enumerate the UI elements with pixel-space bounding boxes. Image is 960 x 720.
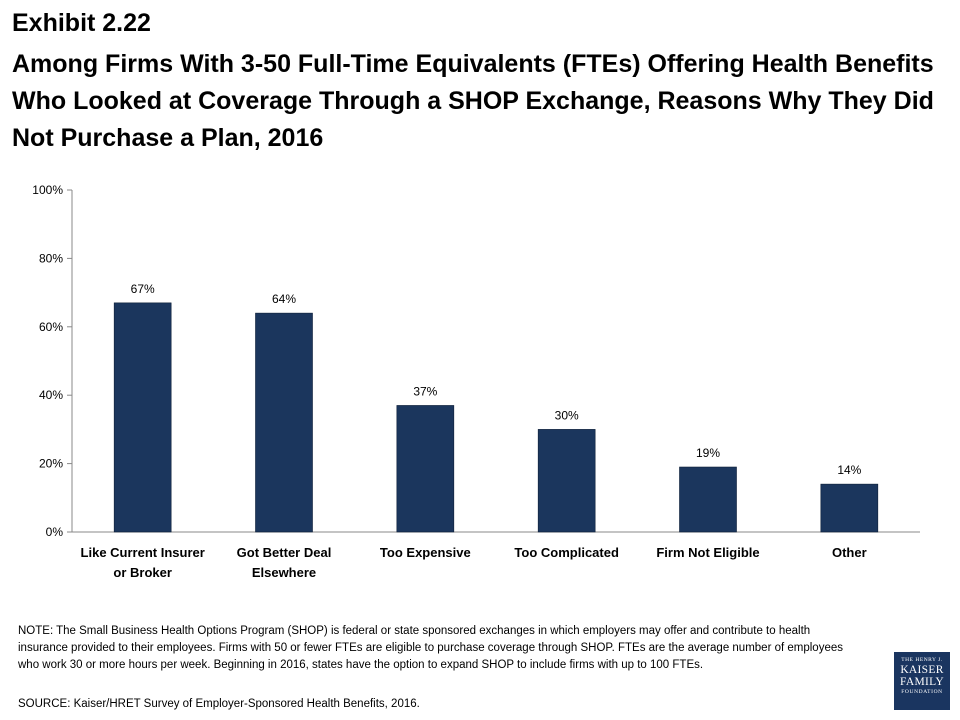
- exhibit-number: Exhibit 2.22: [12, 9, 151, 37]
- category-label: Firm Not Eligible: [656, 545, 759, 560]
- category-label: or Broker: [113, 565, 172, 580]
- data-label: 19%: [696, 446, 720, 460]
- logo-line-2: KAISER: [900, 664, 944, 676]
- category-label: Other: [832, 545, 867, 560]
- bar-chart: 0% 20% 40% 60% 80% 100% 67% Like Current Insure…: [32, 183, 920, 580]
- data-label: 30%: [555, 408, 579, 422]
- category-label: Elsewhere: [252, 565, 316, 580]
- category-label: Too Expensive: [380, 545, 471, 560]
- kff-logo: THE HENRY J. KAISER FAMILY FOUNDATION: [894, 652, 950, 710]
- y-tick-label: 20%: [39, 457, 63, 471]
- category-label: Like Current Insurer: [81, 545, 205, 560]
- bar: [396, 405, 455, 533]
- category-label: Got Better Deal: [237, 545, 332, 560]
- data-label: 14%: [837, 463, 861, 477]
- chart-title: Among Firms With 3-50 Full-Time Equivale…: [12, 50, 934, 152]
- category-label: Too Complicated: [514, 545, 619, 560]
- note-text: NOTE: The Small Business Health Options …: [18, 625, 843, 671]
- bar: [679, 466, 737, 533]
- data-label: 64%: [272, 292, 296, 306]
- y-tick-label: 60%: [39, 320, 63, 334]
- bar: [255, 312, 313, 533]
- data-label: 67%: [131, 282, 155, 296]
- bar: [113, 302, 172, 533]
- y-tick-label: 40%: [39, 388, 63, 402]
- source-text: SOURCE: Kaiser/HRET Survey of Employer-S…: [18, 698, 420, 710]
- bar: [537, 429, 596, 533]
- data-label: 37%: [413, 384, 437, 398]
- logo-line-1: THE HENRY J.: [901, 657, 943, 663]
- y-tick-label: 100%: [32, 183, 63, 197]
- y-tick-label: 80%: [39, 251, 63, 265]
- bar: [820, 483, 879, 533]
- y-tick-label: 0%: [46, 525, 64, 539]
- logo-line-3: FAMILY: [900, 676, 944, 688]
- logo-line-4: FOUNDATION: [901, 689, 943, 695]
